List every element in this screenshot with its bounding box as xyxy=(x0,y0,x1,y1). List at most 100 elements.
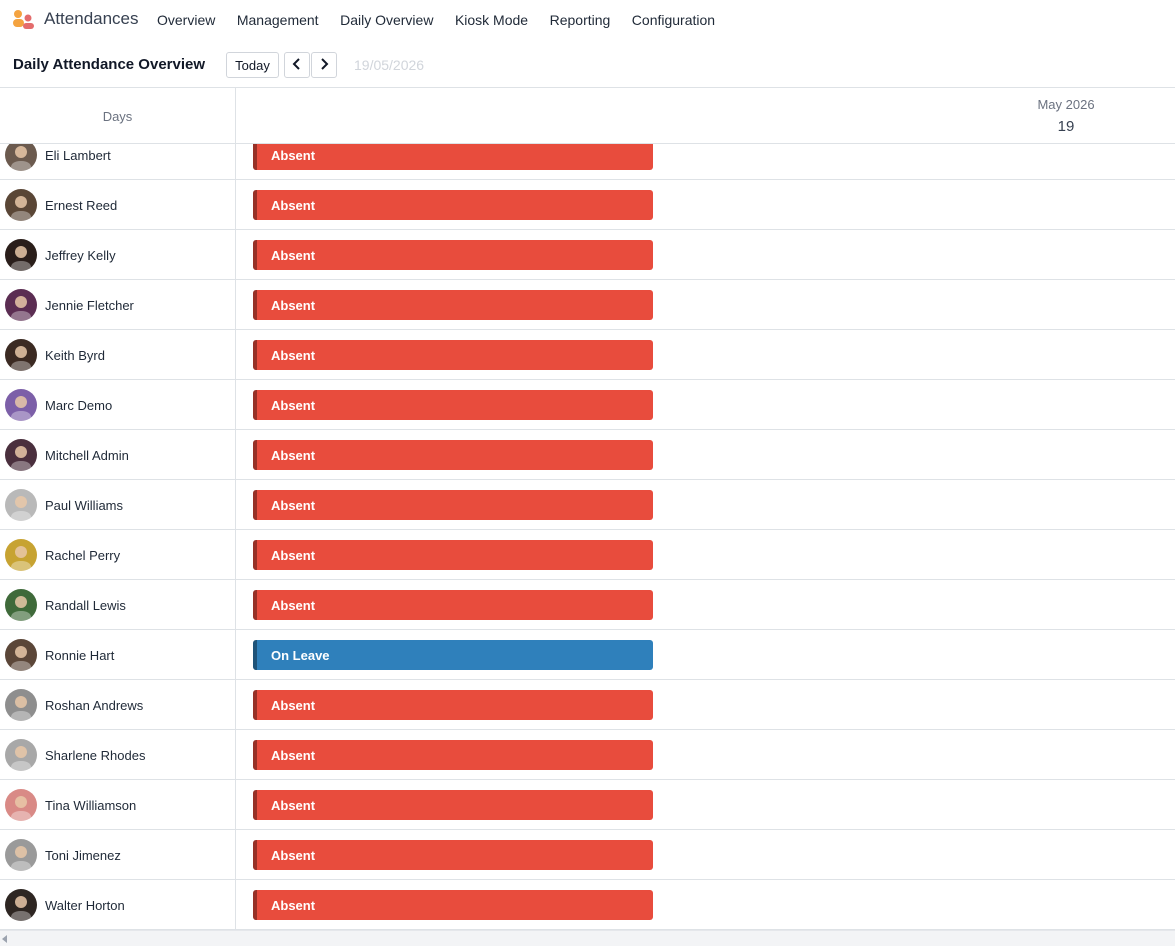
attendance-pill[interactable]: Absent xyxy=(253,690,653,720)
avatar xyxy=(5,144,37,171)
chevron-right-icon xyxy=(319,57,329,73)
employee-name[interactable]: Rachel Perry xyxy=(45,548,121,563)
attendances-logo-icon[interactable] xyxy=(11,9,37,31)
gantt-row: Ronnie Hart On Leave xyxy=(0,630,1175,680)
gantt-row: Randall Lewis Absent xyxy=(0,580,1175,630)
horizontal-scrollbar[interactable] xyxy=(0,930,1175,946)
row-label: Sharlene Rhodes xyxy=(0,730,236,779)
gantt-row: Tina Williamson Absent xyxy=(0,780,1175,830)
gantt-row: Jeffrey Kelly Absent xyxy=(0,230,1175,280)
menu-management[interactable]: Management xyxy=(236,12,319,28)
row-label: Mitchell Admin xyxy=(0,430,236,479)
attendance-pill[interactable]: Absent xyxy=(253,540,653,570)
row-label: Roshan Andrews xyxy=(0,680,236,729)
employee-name[interactable]: Marc Demo xyxy=(45,398,113,413)
attendance-pill[interactable]: Absent xyxy=(253,740,653,770)
row-label: Jennie Fletcher xyxy=(0,280,236,329)
gantt-row: Jennie Fletcher Absent xyxy=(0,280,1175,330)
attendance-pill[interactable]: Absent xyxy=(253,290,653,320)
next-button[interactable] xyxy=(311,52,337,78)
avatar xyxy=(5,289,37,321)
attendance-pill[interactable]: Absent xyxy=(253,490,653,520)
employee-name[interactable]: Ronnie Hart xyxy=(45,648,115,663)
attendance-pill[interactable]: Absent xyxy=(253,390,653,420)
employee-name[interactable]: Roshan Andrews xyxy=(45,698,144,713)
avatar xyxy=(5,239,37,271)
menu-kiosk-mode[interactable]: Kiosk Mode xyxy=(454,12,529,28)
gantt-row: Eli Lambert Absent xyxy=(0,144,1175,180)
avatar xyxy=(5,489,37,521)
chevron-left-icon xyxy=(292,57,302,73)
attendance-pill[interactable]: Absent xyxy=(253,790,653,820)
row-label: Paul Williams xyxy=(0,480,236,529)
avatar xyxy=(5,189,37,221)
gantt-row: Roshan Andrews Absent xyxy=(0,680,1175,730)
month-label: May 2026 xyxy=(1037,97,1095,112)
row-label: Keith Byrd xyxy=(0,330,236,379)
employee-name[interactable]: Keith Byrd xyxy=(45,348,105,363)
avatar xyxy=(5,439,37,471)
gantt-row: Ernest Reed Absent xyxy=(0,180,1175,230)
employee-name[interactable]: Eli Lambert xyxy=(45,148,111,163)
current-date: 19/05/2026 xyxy=(354,57,425,73)
attendance-pill[interactable]: On Leave xyxy=(253,640,653,670)
gantt-row: Toni Jimenez Absent xyxy=(0,830,1175,880)
day-label: 19 xyxy=(1057,118,1075,135)
page-title: Daily Attendance Overview xyxy=(13,56,206,73)
attendance-pill[interactable]: Absent xyxy=(253,440,653,470)
gantt-header: Days May 2026 19 xyxy=(0,87,1175,144)
app-name[interactable]: Attendances xyxy=(44,9,139,28)
employee-name[interactable]: Jennie Fletcher xyxy=(45,298,134,313)
gantt-row: Marc Demo Absent xyxy=(0,380,1175,430)
attendance-pill[interactable]: Absent xyxy=(253,190,653,220)
employee-name[interactable]: Sharlene Rhodes xyxy=(45,748,146,763)
attendance-pill[interactable]: Absent xyxy=(253,890,653,920)
row-label: Ronnie Hart xyxy=(0,630,236,679)
attendance-pill[interactable]: Absent xyxy=(253,340,653,370)
menu-reporting[interactable]: Reporting xyxy=(549,12,611,28)
row-label: Toni Jimenez xyxy=(0,830,236,879)
attendance-pill[interactable]: Absent xyxy=(253,840,653,870)
avatar xyxy=(5,739,37,771)
avatar xyxy=(5,889,37,921)
today-button[interactable]: Today xyxy=(226,52,279,78)
avatar xyxy=(5,789,37,821)
row-label: Randall Lewis xyxy=(0,580,236,629)
row-label: Walter Horton xyxy=(0,880,236,929)
row-header-label: Days xyxy=(0,88,236,144)
gantt-row: Rachel Perry Absent xyxy=(0,530,1175,580)
row-label: Ernest Reed xyxy=(0,180,236,229)
employee-name[interactable]: Walter Horton xyxy=(45,898,125,913)
main-menu: Overview Management Daily Overview Kiosk… xyxy=(157,12,737,28)
gantt-rows: Eli Lambert Absent Ernest Reed Absent Jeffre… xyxy=(0,144,1175,930)
attendance-pill[interactable]: Absent xyxy=(253,240,653,270)
avatar xyxy=(5,589,37,621)
menu-overview[interactable]: Overview xyxy=(157,12,216,28)
attendance-pill[interactable]: Absent xyxy=(253,144,653,170)
avatar xyxy=(5,389,37,421)
employee-name[interactable]: Tina Williamson xyxy=(45,798,137,813)
previous-button[interactable] xyxy=(284,52,310,78)
gantt-row: Walter Horton Absent xyxy=(0,880,1175,930)
row-label: Tina Williamson xyxy=(0,780,236,829)
scroll-left-arrow-icon[interactable] xyxy=(2,935,7,943)
row-label: Jeffrey Kelly xyxy=(0,230,236,279)
employee-name[interactable]: Mitchell Admin xyxy=(45,448,129,463)
row-label: Eli Lambert xyxy=(0,144,236,179)
gantt-row: Sharlene Rhodes Absent xyxy=(0,730,1175,780)
menu-configuration[interactable]: Configuration xyxy=(631,12,716,28)
employee-name[interactable]: Toni Jimenez xyxy=(45,848,121,863)
employee-name[interactable]: Ernest Reed xyxy=(45,198,118,213)
row-label: Marc Demo xyxy=(0,380,236,429)
avatar xyxy=(5,339,37,371)
top-navbar: Attendances Overview Management Daily Ov… xyxy=(0,0,1175,42)
attendance-pill[interactable]: Absent xyxy=(253,590,653,620)
employee-name[interactable]: Paul Williams xyxy=(45,498,124,513)
row-label: Rachel Perry xyxy=(0,530,236,579)
menu-daily-overview[interactable]: Daily Overview xyxy=(340,12,434,28)
employee-name[interactable]: Jeffrey Kelly xyxy=(45,248,116,263)
employee-name[interactable]: Randall Lewis xyxy=(45,598,126,613)
avatar xyxy=(5,839,37,871)
avatar xyxy=(5,539,37,571)
avatar xyxy=(5,639,37,671)
